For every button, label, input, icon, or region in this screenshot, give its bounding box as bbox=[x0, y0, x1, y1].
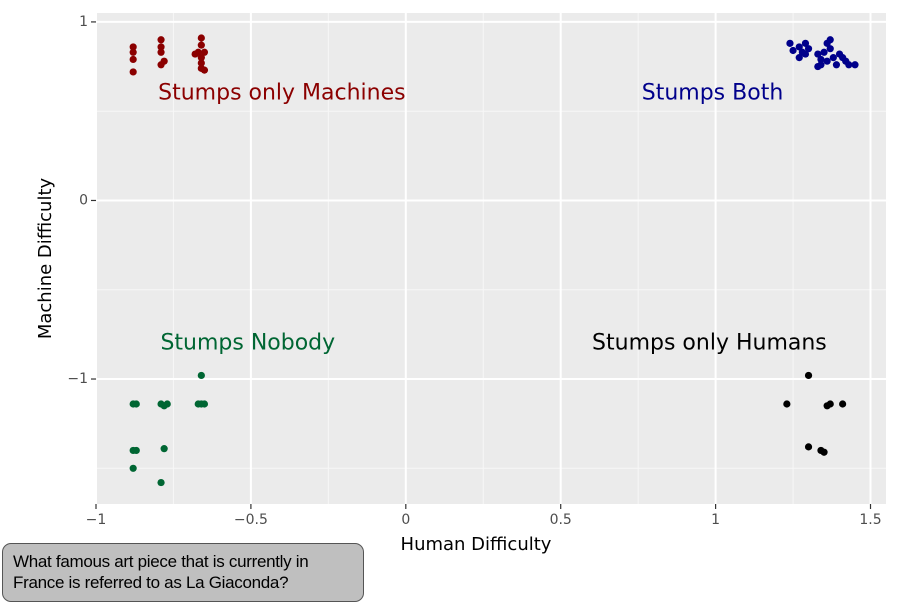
data-point bbox=[845, 61, 853, 69]
data-point bbox=[826, 36, 834, 44]
grid-major bbox=[95, 13, 886, 504]
data-point bbox=[197, 41, 205, 49]
x-axis: −1 −0.5 0 0.5 1 1.5 bbox=[86, 504, 882, 528]
data-point bbox=[832, 61, 841, 69]
data-point bbox=[160, 445, 168, 453]
grid-minor bbox=[96, 13, 886, 504]
data-point bbox=[829, 54, 837, 62]
data-point bbox=[817, 55, 825, 64]
data-point bbox=[826, 45, 834, 53]
data-point bbox=[826, 400, 834, 408]
data-point bbox=[820, 448, 828, 456]
data-point bbox=[851, 61, 859, 69]
quadrant-label: Stumps Nobody bbox=[160, 330, 335, 355]
data-point bbox=[786, 39, 794, 47]
data-point bbox=[795, 54, 803, 62]
data-point bbox=[163, 400, 171, 408]
data-point bbox=[197, 59, 205, 67]
data-point bbox=[197, 54, 205, 62]
y-axis: −1 0 1 bbox=[67, 14, 96, 387]
data-point bbox=[814, 62, 822, 71]
data-point bbox=[804, 443, 813, 451]
data-point bbox=[157, 43, 165, 51]
data-point bbox=[132, 400, 140, 408]
quadrant-label: Stumps only Humans bbox=[592, 330, 827, 355]
data-point bbox=[157, 61, 165, 69]
data-point bbox=[200, 400, 209, 408]
quadrant-label: Stumps Both bbox=[642, 80, 784, 105]
x-tick-label: 1 bbox=[711, 512, 720, 528]
data-point bbox=[839, 400, 847, 408]
data-point bbox=[820, 48, 828, 56]
data-points bbox=[129, 34, 859, 487]
data-point bbox=[157, 478, 165, 487]
data-point bbox=[804, 371, 813, 380]
y-tick-label: −1 bbox=[67, 371, 88, 387]
data-point bbox=[801, 50, 810, 58]
data-point bbox=[801, 39, 810, 47]
data-point bbox=[200, 48, 209, 56]
x-tick-label: 0.5 bbox=[550, 512, 572, 528]
x-tick-label: 0 bbox=[401, 512, 410, 528]
data-point bbox=[823, 57, 831, 65]
x-tick-label: −0.5 bbox=[234, 512, 268, 528]
y-tick-label: 1 bbox=[79, 14, 88, 30]
data-point bbox=[191, 50, 199, 58]
data-point bbox=[804, 45, 813, 53]
y-axis-title: Machine Difficulty bbox=[35, 177, 56, 339]
quadrant-label: Stumps only Machines bbox=[158, 80, 405, 105]
data-point bbox=[132, 446, 140, 455]
data-point bbox=[197, 34, 205, 42]
quadrant-labels: Stumps only Machines Stumps Both Stumps No… bbox=[158, 80, 827, 355]
plot-panel bbox=[96, 13, 886, 504]
data-point bbox=[783, 400, 791, 408]
data-point bbox=[129, 48, 137, 56]
data-point bbox=[157, 36, 165, 44]
data-point bbox=[129, 68, 137, 76]
data-point bbox=[795, 43, 803, 51]
data-point bbox=[200, 66, 209, 74]
data-point bbox=[194, 400, 202, 408]
x-tick-label: −1 bbox=[86, 512, 107, 528]
question-text: What famous art piece that is currently … bbox=[13, 552, 309, 592]
data-point bbox=[129, 55, 137, 64]
y-tick-label: 0 bbox=[79, 192, 88, 208]
x-axis-title: Human Difficulty bbox=[401, 534, 552, 555]
data-point bbox=[814, 50, 822, 58]
x-tick-label: 1.5 bbox=[859, 512, 881, 528]
data-point bbox=[197, 371, 205, 380]
data-point bbox=[789, 46, 797, 55]
data-point bbox=[129, 43, 137, 51]
data-point bbox=[157, 48, 165, 56]
data-point bbox=[129, 464, 137, 472]
question-box: What famous art piece that is currently … bbox=[2, 543, 364, 602]
